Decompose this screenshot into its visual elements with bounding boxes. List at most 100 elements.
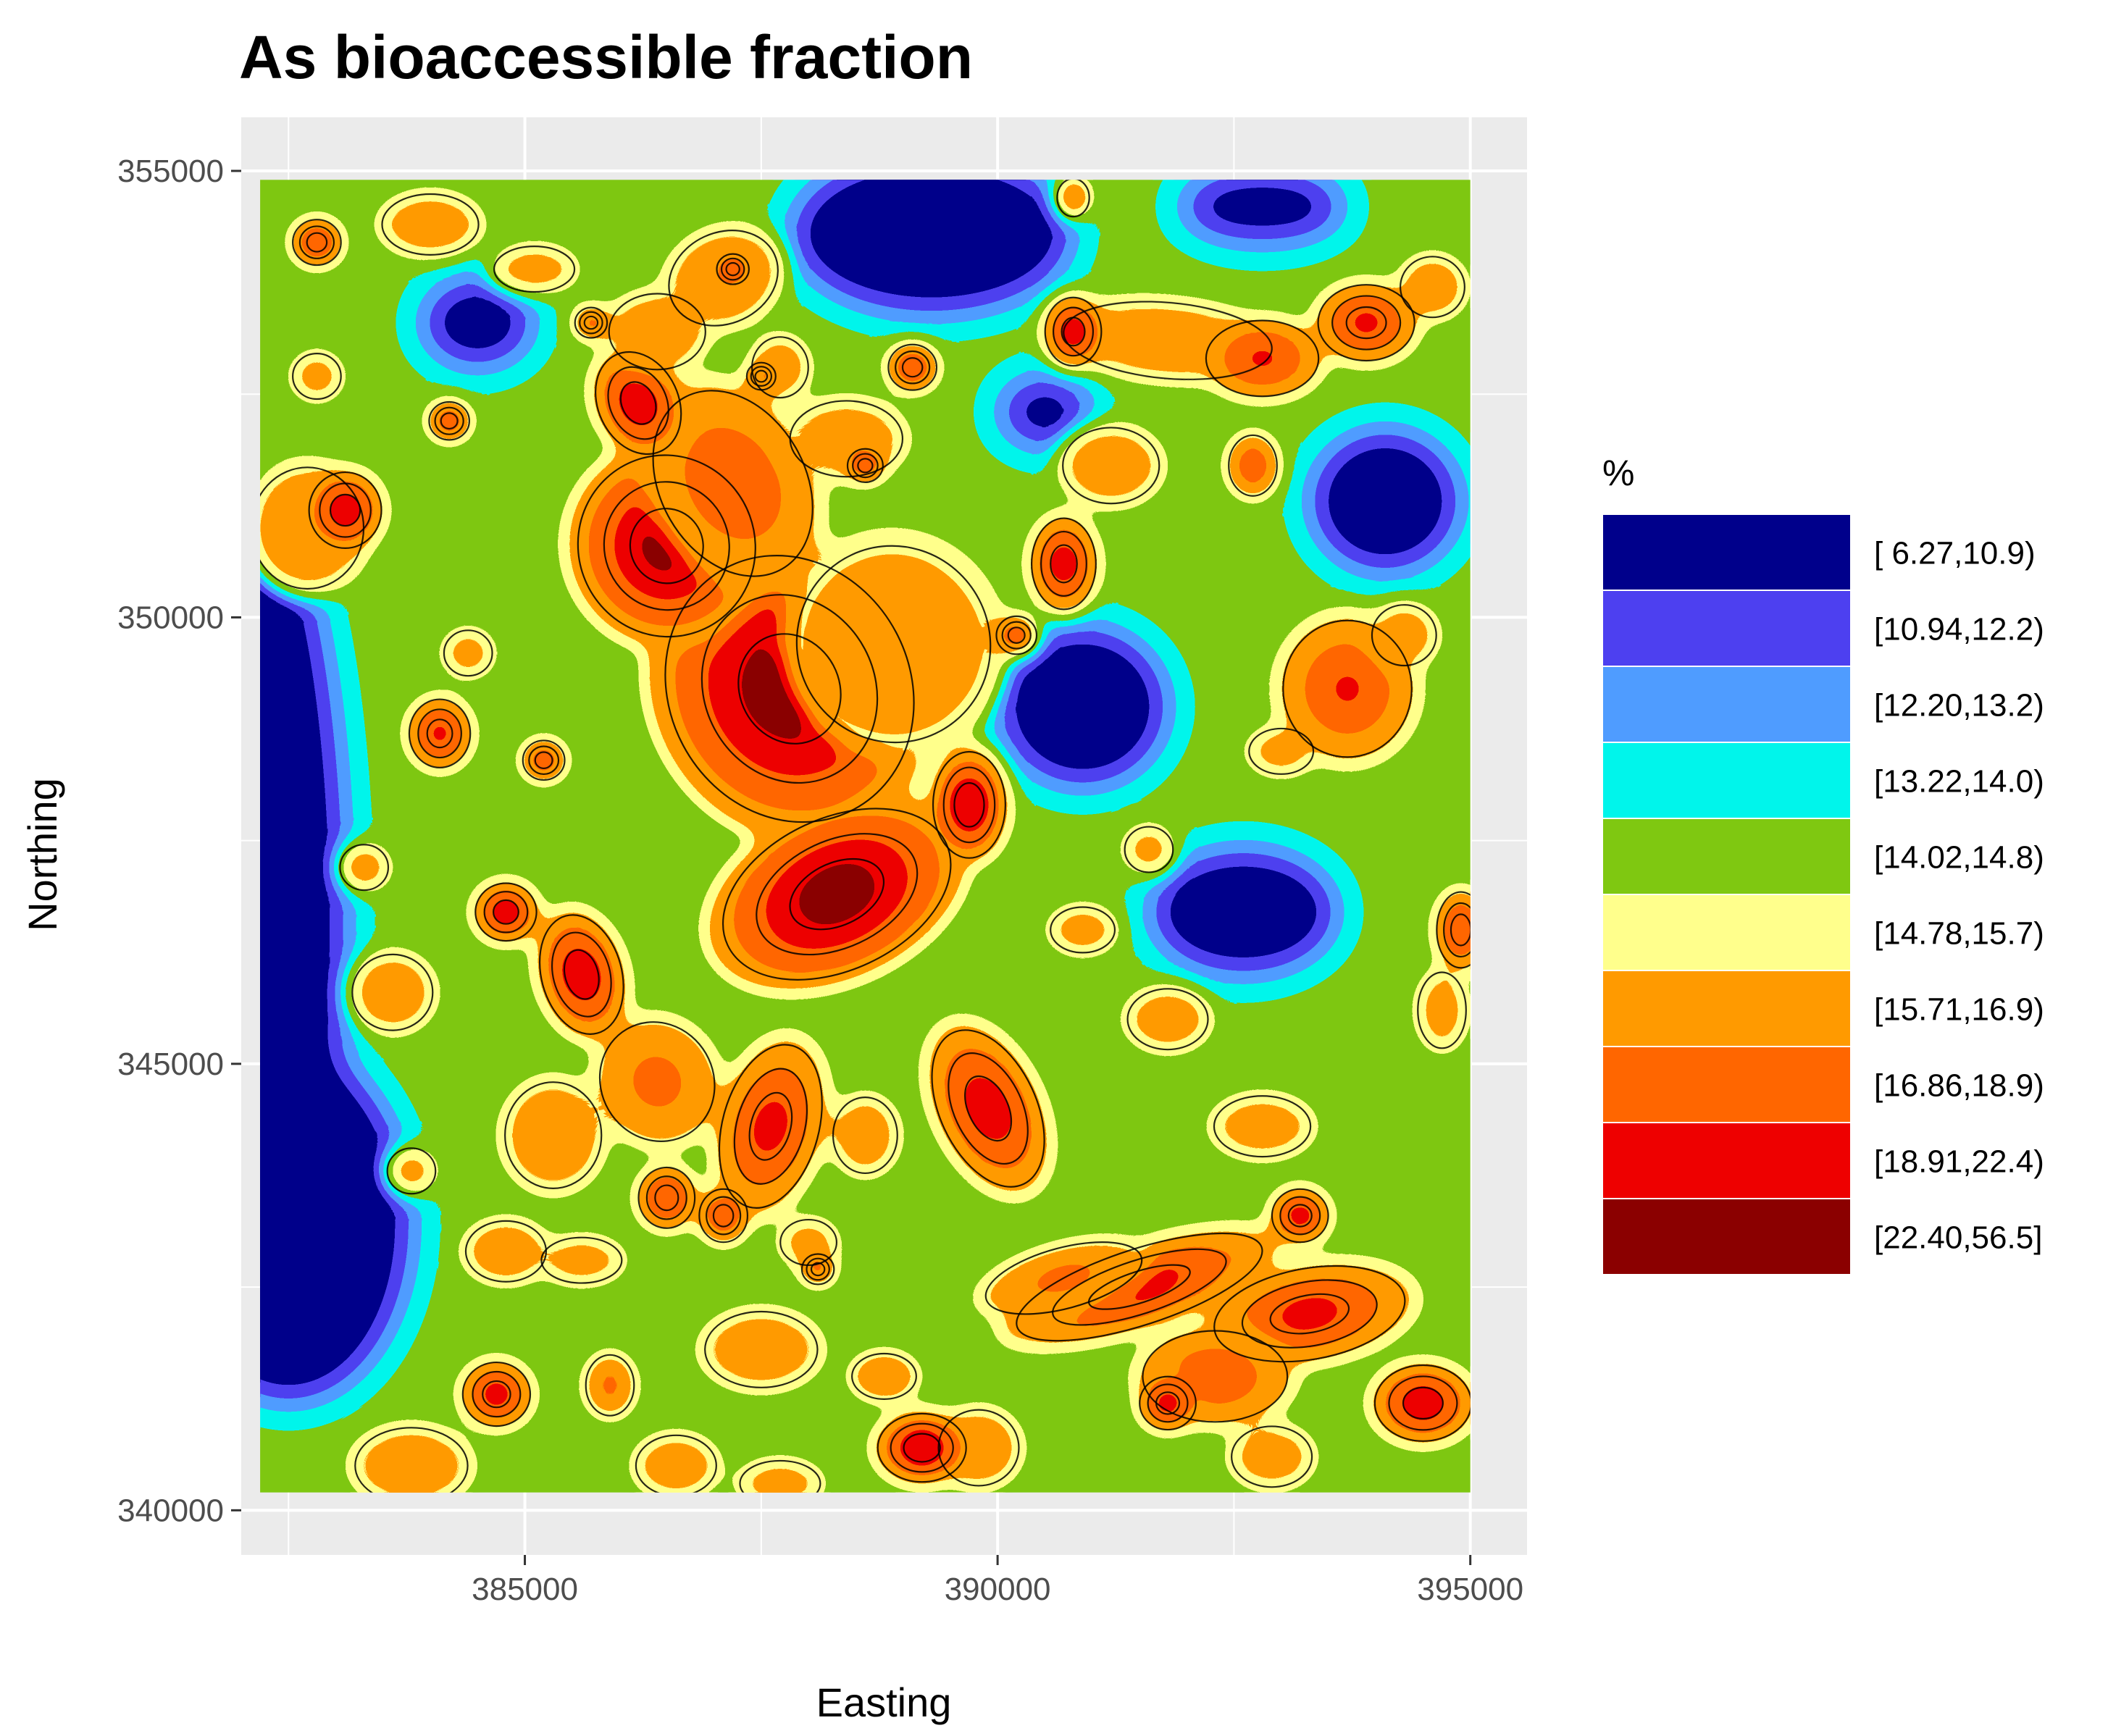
- legend-key: [1602, 894, 1852, 971]
- hotspot: [1352, 311, 1381, 334]
- hotspot: [569, 957, 594, 992]
- contour-line: [1228, 434, 1278, 497]
- legend-label: [15.71,16.9): [1874, 992, 2044, 1028]
- contour-line: [637, 1166, 696, 1229]
- x-axis-title: Easting: [816, 1680, 952, 1725]
- contour-line: [540, 1236, 623, 1284]
- contour-line: [443, 629, 493, 677]
- contour-line: [386, 1147, 437, 1195]
- hotspot: [1434, 999, 1450, 1022]
- raster-surface: [260, 180, 1471, 1493]
- contour-line: [895, 350, 931, 385]
- x-tick-label: 390000: [945, 1572, 1051, 1607]
- contour-line: [1400, 256, 1465, 319]
- hotspot: [1193, 1362, 1237, 1390]
- chart-title: As bioaccessible fraction: [239, 23, 973, 91]
- contour-line: [756, 833, 919, 956]
- contour-line: [903, 1433, 941, 1463]
- legend-key: [1602, 818, 1852, 895]
- hotspot: [586, 318, 596, 327]
- hotspot: [1155, 1010, 1180, 1028]
- hotspot: [1271, 745, 1291, 758]
- contour-line: [1402, 1386, 1444, 1420]
- hotspot: [768, 1477, 792, 1490]
- contour-line: [483, 891, 529, 934]
- low-value-zone: [997, 626, 1168, 787]
- contour-line: [1087, 1264, 1191, 1310]
- low-value-zone: [420, 277, 535, 368]
- hotspot: [461, 646, 476, 660]
- contour-line: [645, 1175, 687, 1220]
- legend-label: [16.86,18.9): [1874, 1068, 2044, 1104]
- contour-line: [748, 1091, 793, 1161]
- hotspot: [971, 1085, 1005, 1132]
- contour-line: [964, 1075, 1013, 1142]
- hotspot: [1097, 454, 1126, 477]
- contour-line: [937, 1409, 1020, 1487]
- contour-line: [329, 493, 361, 527]
- contour-line: [795, 545, 992, 744]
- contour-line: [292, 219, 342, 267]
- contour-line: [1213, 1095, 1312, 1158]
- contour-line: [1044, 296, 1103, 367]
- contour-line: [722, 808, 952, 981]
- contour-line: [472, 1370, 522, 1418]
- hotspot: [643, 320, 672, 343]
- low-value-zone: [1148, 849, 1338, 975]
- contour-line: [538, 914, 624, 1035]
- contour-line: [1373, 1364, 1471, 1442]
- hotspot: [539, 1119, 568, 1152]
- hotspot: [756, 1102, 786, 1151]
- contour-line: [528, 745, 560, 776]
- hotspot: [1408, 1391, 1438, 1414]
- low-value-zone: [260, 1046, 411, 1404]
- axes: 385000 390000 395000 340000 345000 350000 3550…: [117, 154, 1523, 1607]
- contour-line: [779, 1218, 838, 1267]
- contour-line: [594, 351, 682, 456]
- contour-line: [563, 949, 600, 1000]
- contour-line: [492, 899, 519, 925]
- hotspot: [1065, 322, 1082, 342]
- contour-line: [739, 1459, 821, 1493]
- hotspot: [803, 868, 871, 920]
- contour-line: [1345, 306, 1387, 340]
- hotspot: [860, 461, 871, 471]
- hotspot: [856, 1124, 875, 1146]
- contour-line: [292, 353, 342, 401]
- contour-line: [852, 453, 879, 479]
- hotspot: [658, 1188, 675, 1207]
- hotspot: [709, 456, 757, 511]
- legend-key: [1602, 513, 1852, 591]
- contour-line: [1001, 621, 1032, 650]
- hotspot: [334, 499, 356, 521]
- legend-key: [1602, 590, 1852, 667]
- contour-line: [1317, 284, 1415, 362]
- contour-line: [1279, 1196, 1321, 1236]
- contour-line: [901, 357, 924, 378]
- low-value-zone: [1177, 180, 1347, 243]
- hotspot: [1159, 1395, 1176, 1412]
- contour-line: [931, 1029, 1045, 1188]
- hotspot: [958, 789, 980, 821]
- contour-line: [574, 306, 608, 339]
- hotspot: [497, 903, 515, 921]
- hotspot: [800, 1236, 817, 1249]
- contour-line: [995, 615, 1038, 655]
- legend-label: [13.22,14.0): [1874, 764, 2044, 800]
- hotspot: [1247, 1117, 1277, 1136]
- contour-line: [1056, 180, 1090, 218]
- contour-line: [585, 1354, 635, 1417]
- contour-line: [750, 366, 773, 387]
- contour-line: [598, 1021, 716, 1142]
- hotspot: [744, 1338, 778, 1361]
- contour-line: [1139, 1375, 1197, 1431]
- hotspot: [905, 360, 920, 374]
- contour-line: [1050, 906, 1116, 954]
- contour-line: [319, 482, 372, 538]
- contour-line: [953, 782, 985, 828]
- contour-line: [551, 931, 612, 1018]
- hotspot: [664, 1456, 688, 1475]
- legend-title: %: [1602, 453, 1634, 493]
- legend-label: [14.78,15.7): [1874, 916, 2044, 952]
- hotspot: [908, 1438, 935, 1458]
